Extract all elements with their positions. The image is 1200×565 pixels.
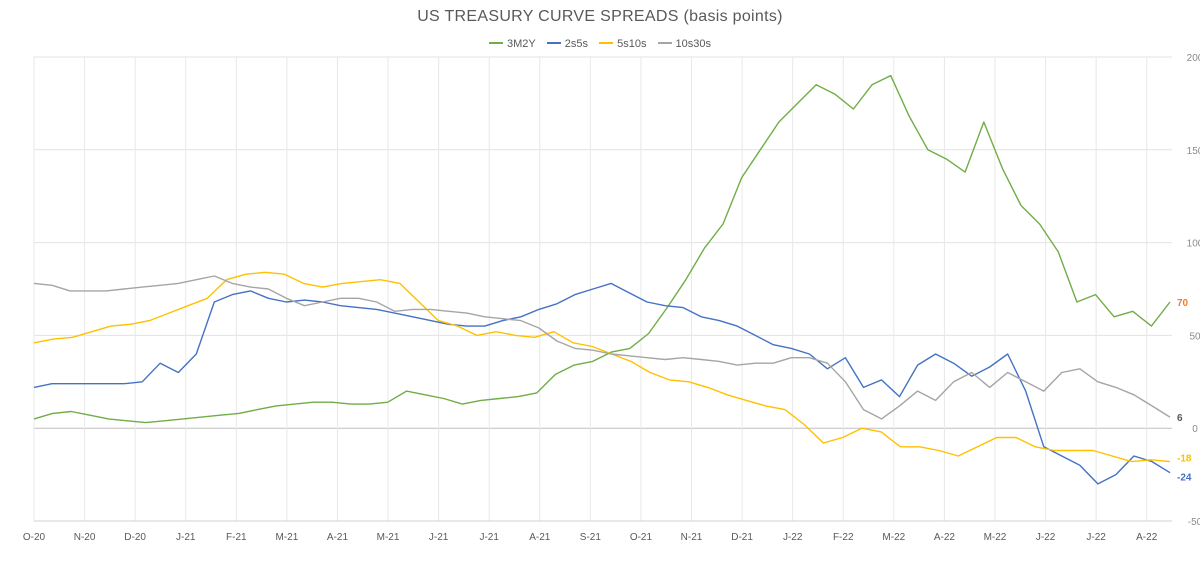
legend-label-10s30s: 10s30s xyxy=(675,38,712,50)
x-tick-label: A-21 xyxy=(327,532,349,543)
x-tick-label: A-21 xyxy=(529,532,551,543)
y-tick-label: 100 xyxy=(1187,239,1200,250)
x-tick-label: M-22 xyxy=(984,532,1007,543)
x-tick-label: F-21 xyxy=(226,532,247,543)
series-line-10s30s xyxy=(33,275,1171,420)
legend-label-5s10s: 5s10s xyxy=(617,38,647,50)
legend-swatch-5s10s xyxy=(599,42,614,45)
x-tick-label: J-21 xyxy=(429,532,449,543)
x-tick-label: O-21 xyxy=(630,532,653,543)
y-tick-label: 150 xyxy=(1187,146,1200,157)
series-line-5s10s xyxy=(33,271,1171,463)
x-tick-label: J-22 xyxy=(1086,532,1106,543)
x-tick-label: N-20 xyxy=(74,532,96,543)
x-tick-label: J-21 xyxy=(176,532,196,543)
series-line-3m2y xyxy=(33,74,1171,424)
chart-title: US TREASURY CURVE SPREADS (basis points) xyxy=(417,8,783,25)
legend-swatch-10s30s xyxy=(657,42,672,45)
x-tick-label: J-21 xyxy=(479,532,499,543)
x-tick-label: J-22 xyxy=(1036,532,1056,543)
legend-label-2s5s: 2s5s xyxy=(564,38,589,50)
x-tick-label: D-20 xyxy=(124,532,146,543)
legend-label-3m2y: 3M2Y xyxy=(506,38,536,50)
x-tick-label: M-21 xyxy=(275,532,298,543)
x-tick-label: A-22 xyxy=(934,532,956,543)
x-tick-label: F-22 xyxy=(833,532,854,543)
x-tick-label: A-22 xyxy=(1136,532,1158,543)
series-line-2s5s xyxy=(33,282,1171,485)
legend-item-5s10s: 5s10s xyxy=(599,38,646,50)
y-tick-label: 50 xyxy=(1189,331,1200,342)
x-tick-label: M-21 xyxy=(377,532,400,543)
legend: 3M2Y 2s5s 5s10s 10s30s xyxy=(0,38,1200,50)
legend-swatch-2s5s xyxy=(546,42,561,45)
y-tick-label: 200 xyxy=(1187,53,1200,64)
legend-item-3m2y: 3M2Y xyxy=(488,38,536,50)
x-tick-label: D-21 xyxy=(731,532,753,543)
end-label-10s30s: 6 xyxy=(1177,413,1183,424)
end-label-5s10s: -18 xyxy=(1177,454,1192,465)
legend-item-10s30s: 10s30s xyxy=(657,38,712,50)
x-tick-label: J-22 xyxy=(783,532,803,543)
legend-item-2s5s: 2s5s xyxy=(546,38,589,50)
y-tick-label: 0 xyxy=(1192,424,1198,435)
label-layer: -50 0 50 100 150 200 O-20 N-20 D-20 J-21 F-21 M-21 A… xyxy=(23,53,1200,543)
end-label-3m2y: 70 xyxy=(1177,298,1189,309)
series-layer xyxy=(33,74,1171,485)
x-tick-label: O-20 xyxy=(23,532,46,543)
x-tick-label: M-22 xyxy=(882,532,905,543)
legend-swatch-3m2y xyxy=(488,42,503,45)
end-label-2s5s: -24 xyxy=(1177,473,1192,484)
grid-layer xyxy=(33,56,1172,522)
y-tick-label: -50 xyxy=(1188,517,1200,528)
x-tick-label: S-21 xyxy=(580,532,602,543)
x-tick-label: N-21 xyxy=(681,532,703,543)
